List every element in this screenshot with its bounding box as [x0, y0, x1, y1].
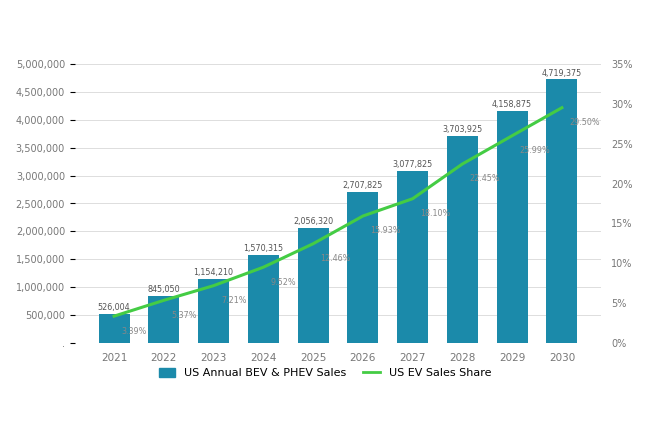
Text: 4,719,375: 4,719,375 — [541, 69, 582, 77]
Bar — [198, 279, 229, 343]
Legend: US Annual BEV & PHEV Sales, US EV Sales Share: US Annual BEV & PHEV Sales, US EV Sales … — [154, 363, 496, 382]
Text: Historical Sales Data: GoodCarBadCar.net, InsideEVs, IHS Markit / Auto Manufactu: Historical Sales Data: GoodCarBadCar.net… — [117, 403, 533, 411]
Text: Advanced Technology Sales Dashboard | Research & Chart: Loren McDonald/EVAdoptio: Advanced Technology Sales Dashboard | Re… — [132, 422, 518, 430]
Bar — [397, 171, 428, 343]
Bar — [547, 80, 577, 343]
Text: 3,703,925: 3,703,925 — [442, 125, 482, 134]
Text: 845,050: 845,050 — [148, 285, 180, 294]
Bar — [348, 192, 378, 343]
Text: 22.45%: 22.45% — [470, 174, 500, 183]
Bar — [298, 228, 328, 343]
Text: 1,570,315: 1,570,315 — [243, 245, 283, 253]
Text: 25.99%: 25.99% — [519, 146, 551, 155]
Text: 5.37%: 5.37% — [172, 311, 197, 320]
Text: 7.21%: 7.21% — [221, 296, 246, 305]
Text: US EVs (BEV & PHEV) Sales & Sales Share Forecast: 2021-2030: US EVs (BEV & PHEV) Sales & Sales Share … — [6, 21, 644, 39]
Bar — [447, 136, 478, 343]
Text: 9.52%: 9.52% — [271, 278, 296, 286]
Text: 29.50%: 29.50% — [569, 118, 600, 127]
Bar — [99, 314, 129, 343]
Text: 18.10%: 18.10% — [420, 209, 450, 218]
Bar — [148, 296, 179, 343]
Text: 2,707,825: 2,707,825 — [343, 181, 383, 190]
Text: 12.46%: 12.46% — [320, 254, 351, 263]
Text: 4,158,875: 4,158,875 — [492, 100, 532, 109]
Bar — [497, 111, 528, 343]
Bar — [248, 256, 279, 343]
Text: 3,077,825: 3,077,825 — [393, 160, 433, 169]
Text: 15.93%: 15.93% — [370, 227, 401, 235]
Text: 526,004: 526,004 — [98, 303, 131, 312]
Text: 2,056,320: 2,056,320 — [293, 217, 333, 226]
Text: 3.39%: 3.39% — [122, 326, 147, 336]
Text: 1,154,210: 1,154,210 — [194, 268, 233, 277]
